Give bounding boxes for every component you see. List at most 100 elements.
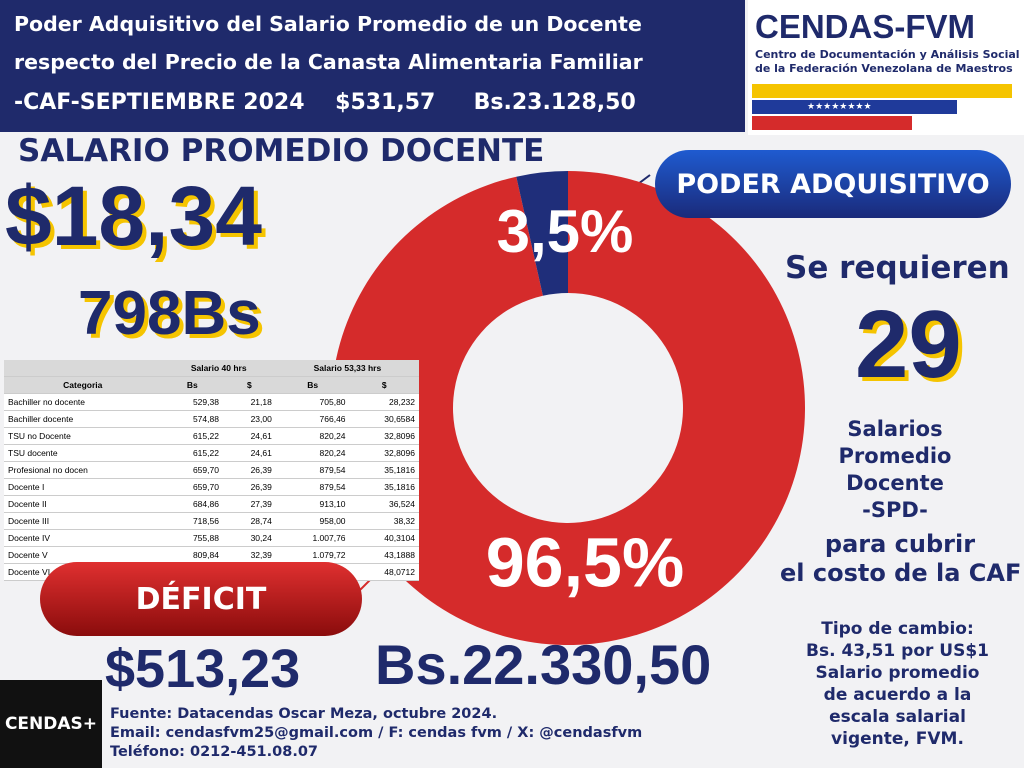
table-cell: 35,1816 [349, 478, 419, 496]
column-header: $ [349, 376, 419, 394]
req-tail-line: el costo de la CAF [780, 559, 1022, 587]
deficit-usd: $513,23 [105, 639, 301, 699]
footer-line: Fuente: Datacendas Oscar Meza, octubre 2… [110, 706, 498, 722]
table-cell: 1.007,76 [275, 529, 350, 547]
slice [516, 171, 568, 296]
group-header: Salario 53,33 hrs [275, 360, 419, 377]
table-cell: 32,8096 [349, 427, 419, 445]
table-cell: 755,88 [161, 529, 223, 547]
table-cell: 766,46 [275, 410, 350, 428]
exchange-line: vigente, FVM. [831, 729, 964, 749]
table-cell: Bachiller docente [4, 410, 162, 428]
salary-usd: $18,34 [5, 169, 262, 263]
table-cell: 35,1816 [349, 461, 419, 479]
table-cell: Docente III [4, 512, 162, 530]
table-cell: 809,84 [161, 546, 223, 564]
table-cell: 43,1888 [349, 546, 419, 564]
header-line: Poder Adquisitivo del Salario Promedio d… [14, 12, 642, 36]
column-header: Bs [275, 376, 350, 394]
exchange-line: escala salarial [829, 707, 966, 727]
table-cell: 705,80 [275, 393, 350, 411]
footer: Fuente: Datacendas Oscar Meza, octubre 2… [110, 705, 642, 762]
value-label: 3,5% [497, 198, 634, 265]
table-cell: 38,32 [349, 512, 419, 530]
footer-logo: CENDAS+ [0, 680, 102, 768]
logo-name: CENDAS-FVM [755, 8, 975, 45]
table-cell: 26,39 [222, 461, 276, 479]
table-header-row: Categoria Bs $ Bs $ [4, 376, 419, 394]
req-lines: Salarios Promedio Docente -SPD- [820, 416, 970, 524]
table-cell: 529,38 [161, 393, 223, 411]
table-cell: 32,39 [222, 546, 276, 564]
table-cell: 30,24 [222, 529, 276, 547]
table-cell: 879,54 [275, 461, 350, 479]
table-cell: 28,232 [349, 393, 419, 411]
table-row: Docente IV 755,88 30,24 1.007,76 40,3104 [4, 529, 419, 547]
table-cell: TSU no Docente [4, 427, 162, 445]
table-cell: 659,70 [161, 461, 223, 479]
exchange-line: de acuerdo a la [823, 685, 972, 705]
salary-title: SALARIO PROMEDIO DOCENTE [18, 133, 545, 169]
table-cell: 36,524 [349, 495, 419, 513]
table-row: Bachiller no docente 529,38 21,18 705,80 28,… [4, 393, 419, 411]
header-line: respecto del Precio de la Canasta Alimen… [14, 50, 643, 74]
column-header: $ [222, 376, 276, 394]
table-cell: 23,00 [222, 410, 276, 428]
table-cell: 27,39 [222, 495, 276, 513]
table-cell: 21,18 [222, 393, 276, 411]
table: Salario 40 hrs Salario 53,33 hrs Categoria… [4, 360, 419, 581]
logo-line: de la Federación Venezolana de Maestros [755, 62, 1013, 75]
table-cell: 1.079,72 [275, 546, 350, 564]
exchange-line: Salario promedio [815, 663, 980, 683]
table-row: TSU docente 615,22 24,61 820,24 32,8096 [4, 444, 419, 462]
group-header: Salario 40 hrs [161, 360, 276, 377]
table-cell: 615,22 [161, 427, 223, 445]
table-cell: 24,61 [222, 427, 276, 445]
exchange: Tipo de cambio: Bs. 43,51 por US$1 Salario… [770, 618, 1024, 750]
salary-bs: 798Bs [78, 279, 261, 348]
table-row: Docente I 659,70 26,39 879,54 35,1816 [4, 478, 419, 496]
table-cell: 684,86 [161, 495, 223, 513]
flag-red [752, 116, 912, 130]
column-header: Bs [161, 376, 223, 394]
table-row: Docente II 684,86 27,39 913,10 36,524 [4, 495, 419, 513]
table-group-row: Salario 40 hrs Salario 53,33 hrs [4, 360, 419, 377]
table-cell: 958,00 [275, 512, 350, 530]
table-cell: Docente IV [4, 529, 162, 547]
header [0, 0, 745, 132]
footer-line: Email: cendasfvm25@gmail.com / F: cendas… [110, 725, 643, 741]
table-cell: 40,3104 [349, 529, 419, 547]
req-intro: Se requieren [785, 250, 1010, 286]
group-header [4, 360, 162, 377]
table-row: Docente III 718,56 28,74 958,00 38,32 [4, 512, 419, 530]
table-cell: 28,74 [222, 512, 276, 530]
req-tail: para cubrir el costo de la CAF [780, 530, 1022, 588]
pill-deficit: DÉFICIT [40, 562, 362, 636]
column-header: Categoria [4, 376, 162, 394]
table-row: Bachiller docente 574,88 23,00 766,46 30,658… [4, 410, 419, 428]
req-line: Promedio [838, 444, 952, 468]
table-cell: 32,8096 [349, 444, 419, 462]
req-line: Salarios [847, 417, 943, 441]
table-cell: 24,61 [222, 444, 276, 462]
req-number: 29 [855, 291, 962, 398]
logo-line: Centro de Documentación y Análisis Socia… [755, 48, 1020, 61]
req-tail-line: para cubrir [824, 530, 976, 558]
table-row: TSU no Docente 615,22 24,61 820,24 32,8096 [4, 427, 419, 445]
table-cell: 574,88 [161, 410, 223, 428]
pill-poder: PODER ADQUISITIVO [655, 150, 1011, 218]
exchange-line: Bs. 43,51 por US$1 [806, 641, 989, 661]
table-cell: 30,6584 [349, 410, 419, 428]
table-cell: 615,22 [161, 444, 223, 462]
table-cell: 26,39 [222, 478, 276, 496]
table-cell: 820,24 [275, 444, 350, 462]
table-cell: 718,56 [161, 512, 223, 530]
header-line: -CAF-SEPTIEMBRE 2024 $531,57 Bs.23.128,5… [14, 90, 636, 115]
table-cell: Docente I [4, 478, 162, 496]
salary-table: Salario 40 hrs Salario 53,33 hrs Categoria… [4, 360, 419, 581]
table-cell: 48,0712 [349, 563, 419, 581]
flag-blue: ★★★★★★★★ [752, 100, 957, 114]
value-label: 96,5% [486, 523, 684, 601]
table-cell: Profesional no docen [4, 461, 162, 479]
